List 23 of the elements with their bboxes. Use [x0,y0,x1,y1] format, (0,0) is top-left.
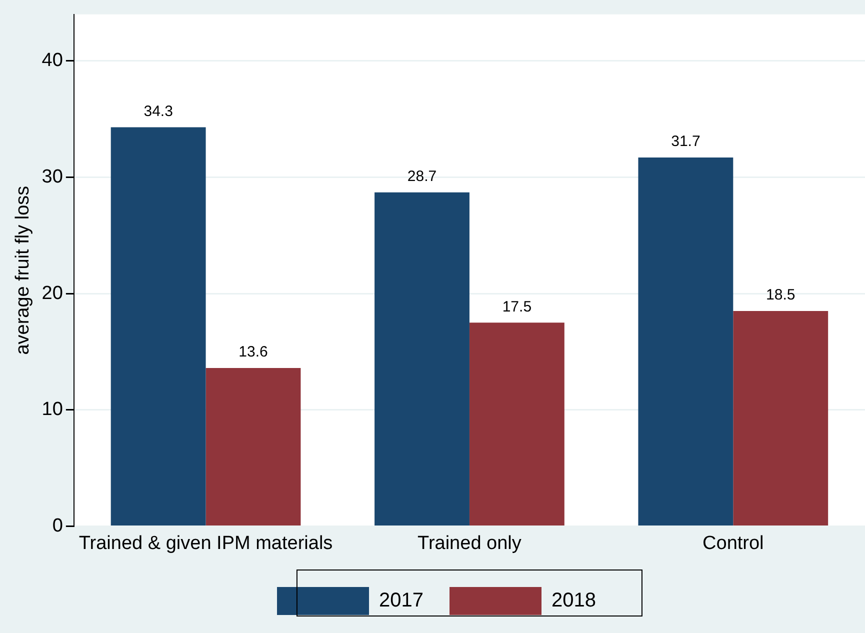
bar [374,192,470,526]
y-tick-label: 10 [42,399,63,420]
data-label: 18.5 [766,286,796,304]
x-tick-label: Trained only [418,532,522,554]
y-tick-label: 0 [52,515,63,536]
bar [469,322,564,526]
y-tick-label: 30 [42,166,63,188]
data-label: 17.5 [502,298,532,316]
y-tick-label: 40 [42,50,63,72]
data-label: 31.7 [671,133,700,150]
legend-label: 2018 [552,590,596,612]
data-label: 34.3 [144,102,173,120]
y-axis-title: average fruit fly loss [12,186,34,355]
bar [206,368,301,526]
bar [638,157,734,526]
data-label: 28.7 [407,168,437,186]
x-tick-label: Trained & given IPM materials [78,532,333,554]
bar [110,127,206,526]
x-tick-label: Control [702,532,764,554]
y-tick-label: 20 [42,282,63,304]
legend-label: 2017 [379,590,424,612]
bar [733,311,828,526]
data-label: 13.6 [238,344,268,361]
